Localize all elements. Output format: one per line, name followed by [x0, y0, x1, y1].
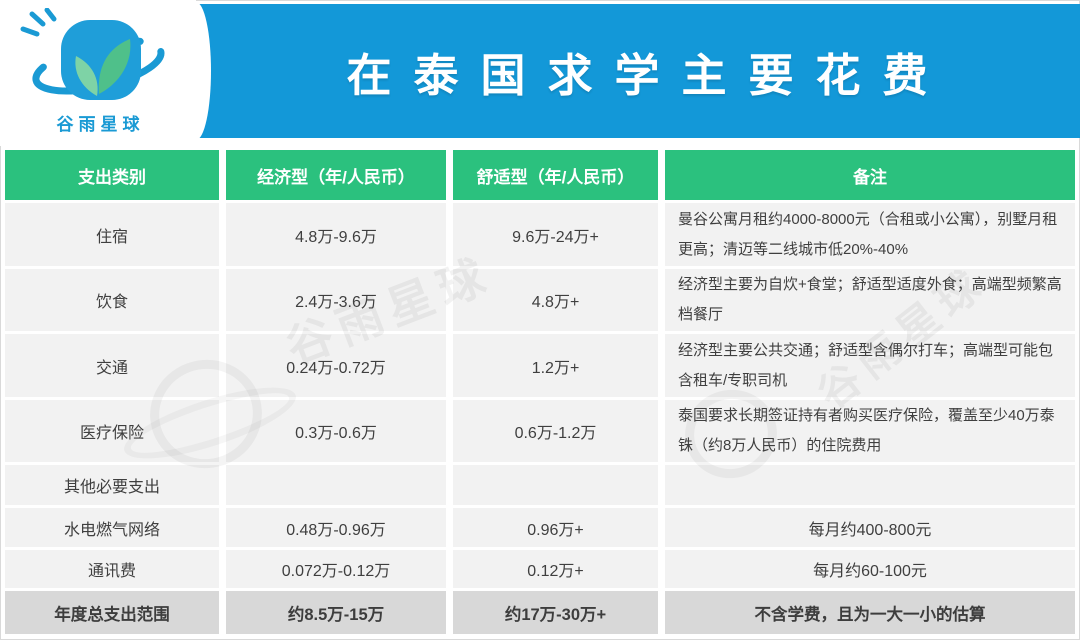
column-header-comfort: 舒适型（年/人民币） [453, 150, 658, 200]
row-other-economy [226, 465, 446, 505]
row-utilities-category: 水电燃气网络 [5, 508, 219, 547]
row-other-note [665, 465, 1075, 505]
row-telecom-comfort: 0.12万+ [453, 550, 658, 588]
row-insurance-comfort: 0.6万-1.2万 [453, 400, 658, 462]
row-food-category: 饮食 [5, 269, 219, 331]
column-header-economy: 经济型（年/人民币） [226, 150, 446, 200]
row-housing-comfort: 9.6万-24万+ [453, 203, 658, 266]
page-title: 在泰国求学主要花费 [346, 49, 950, 101]
row-other-comfort [453, 465, 658, 505]
row-housing-note: 曼谷公寓月租约4000-8000元（合租或小公寓），别墅月租更高；清迈等二线城市… [665, 203, 1075, 266]
row-telecom-note: 每月约60-100元 [665, 550, 1075, 588]
row-insurance-economy: 0.3万-0.6万 [226, 400, 446, 462]
row-utilities-note: 每月约400-800元 [665, 508, 1075, 547]
row-utilities-economy: 0.48万-0.96万 [226, 508, 446, 547]
row-housing-economy: 4.8万-9.6万 [226, 203, 446, 266]
row-total-category: 年度总支出范围 [5, 591, 219, 634]
row-transport-economy: 0.24万-0.72万 [226, 334, 446, 397]
row-transport-comfort: 1.2万+ [453, 334, 658, 397]
row-total-economy: 约8.5万-15万 [226, 591, 446, 634]
row-food-note: 经济型主要为自炊+食堂；舒适型适度外食；高端型频繁高档餐厅 [665, 269, 1075, 331]
row-telecom-category: 通讯费 [5, 550, 219, 588]
cost-table: 支出类别 经济型（年/人民币） 舒适型（年/人民币） 备注 住宿 4.8万-9.… [5, 150, 1075, 634]
row-total-comfort: 约17万-30万+ [453, 591, 658, 634]
logo-wordmark: 谷雨星球 [56, 115, 145, 134]
row-transport-category: 交通 [5, 334, 219, 397]
planet-sprout-logo-icon [20, 8, 165, 100]
row-food-comfort: 4.8万+ [453, 269, 658, 331]
row-insurance-note: 泰国要求长期签证持有者购买医疗保险，覆盖至少40万泰铢（约8万人民币）的住院费用 [665, 400, 1075, 462]
row-telecom-economy: 0.072万-0.12万 [226, 550, 446, 588]
row-food-economy: 2.4万-3.6万 [226, 269, 446, 331]
row-housing-category: 住宿 [5, 203, 219, 266]
row-total-note: 不含学费，且为一大一小的估算 [665, 591, 1075, 634]
row-insurance-category: 医疗保险 [5, 400, 219, 462]
column-header-note: 备注 [665, 150, 1075, 200]
row-utilities-comfort: 0.96万+ [453, 508, 658, 547]
logo-panel: 谷雨星球 [0, 0, 196, 146]
row-transport-note: 经济型主要公共交通；舒适型含偶尔打车；高端型可能包含租车/专职司机 [665, 334, 1075, 397]
row-other-category: 其他必要支出 [5, 465, 219, 505]
title-banner: 在泰国求学主要花费 [194, 4, 1080, 138]
column-header-category: 支出类别 [5, 150, 219, 200]
